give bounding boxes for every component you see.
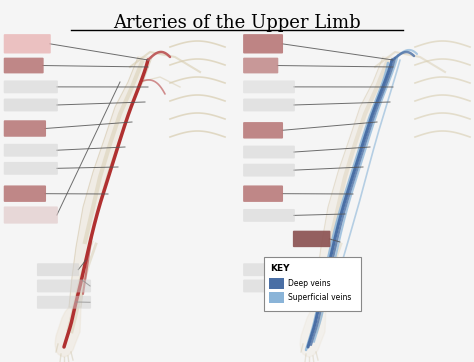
FancyBboxPatch shape: [243, 58, 278, 73]
Text: KEY: KEY: [270, 264, 290, 273]
FancyBboxPatch shape: [37, 263, 79, 276]
FancyBboxPatch shape: [243, 279, 295, 292]
FancyBboxPatch shape: [37, 296, 91, 309]
FancyBboxPatch shape: [243, 80, 295, 93]
Polygon shape: [300, 307, 326, 357]
Text: Deep veins: Deep veins: [288, 278, 331, 287]
FancyBboxPatch shape: [243, 209, 295, 222]
FancyBboxPatch shape: [243, 263, 295, 276]
Polygon shape: [69, 57, 152, 307]
FancyBboxPatch shape: [293, 231, 330, 247]
FancyBboxPatch shape: [270, 291, 284, 303]
FancyBboxPatch shape: [4, 144, 58, 157]
FancyBboxPatch shape: [4, 206, 58, 224]
FancyBboxPatch shape: [243, 34, 283, 54]
FancyBboxPatch shape: [243, 122, 283, 139]
FancyBboxPatch shape: [243, 146, 295, 159]
FancyBboxPatch shape: [270, 278, 284, 289]
FancyBboxPatch shape: [4, 162, 58, 175]
FancyBboxPatch shape: [4, 34, 51, 54]
FancyBboxPatch shape: [4, 120, 46, 137]
FancyBboxPatch shape: [4, 80, 58, 93]
FancyBboxPatch shape: [243, 164, 295, 177]
FancyBboxPatch shape: [243, 185, 283, 202]
Polygon shape: [55, 307, 81, 357]
Text: Arteries of the Upper Limb: Arteries of the Upper Limb: [113, 14, 361, 32]
Polygon shape: [314, 57, 397, 307]
FancyBboxPatch shape: [37, 279, 91, 292]
FancyBboxPatch shape: [243, 98, 295, 111]
FancyBboxPatch shape: [264, 257, 361, 311]
FancyBboxPatch shape: [4, 98, 58, 111]
Text: Superficial veins: Superficial veins: [288, 292, 351, 302]
FancyBboxPatch shape: [4, 58, 44, 73]
FancyBboxPatch shape: [4, 185, 46, 202]
